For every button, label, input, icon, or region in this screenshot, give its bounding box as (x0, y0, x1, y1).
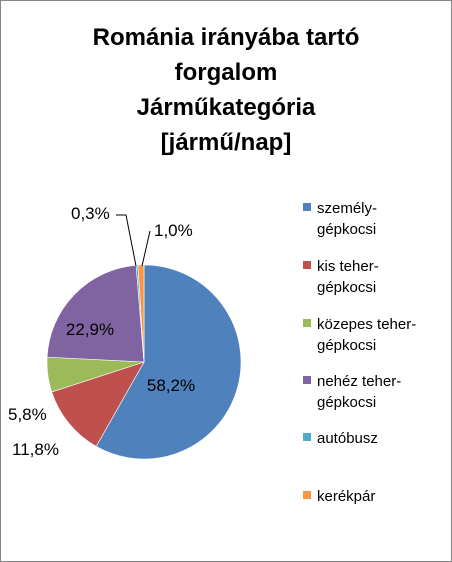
legend-swatch-2 (303, 319, 311, 327)
pie-slice-0 (95, 264, 242, 460)
chart-title-line-1: Románia irányába tartó (92, 24, 360, 51)
chart-title: Románia irányába tartó forgalom Járműkat… (0, 20, 452, 160)
slice-label-0: 58,2% (147, 376, 195, 395)
legend-swatch-4 (303, 433, 311, 441)
pie-slice-5 (137, 264, 145, 363)
pie-slice-1 (51, 361, 145, 447)
slice-label-5: 1,0% (154, 221, 193, 240)
slice-label-2: 5,8% (8, 405, 47, 424)
legend-label-1-0: kis teher- (317, 258, 379, 275)
slice-label-4: 0,3% (71, 204, 110, 223)
legend-swatch-3 (303, 376, 311, 384)
legend-swatch-0 (303, 203, 311, 211)
legend-swatch-1 (303, 261, 311, 269)
legend-label-5-0: kerékpár (317, 488, 375, 505)
legend-label-0-0: személy- (317, 200, 377, 217)
leader-line-5 (141, 230, 151, 267)
leader-line-4 (116, 214, 137, 267)
legend-label-1-1: gépkocsi (317, 279, 376, 296)
legend-swatch-5 (303, 491, 311, 499)
slice-label-1: 11,8% (12, 440, 59, 459)
legend-label-4-0: autóbusz (317, 430, 378, 447)
chart-title-line-2: forgalom (174, 59, 278, 86)
chart-title-line-4: [jármű/nap] (160, 129, 292, 156)
legend-label-0-1: gépkocsi (317, 221, 376, 238)
legend-label-3-0: nehéz teher- (317, 373, 401, 390)
legend-label-3-1: gépkocsi (317, 394, 376, 411)
chart-title-line-3: Járműkategória (136, 94, 316, 121)
legend-label-2-1: gépkocsi (317, 337, 376, 354)
slice-label-3: 22,9% (66, 320, 114, 339)
legend-label-2-0: közepes teher- (317, 316, 416, 333)
pie-slice-3 (46, 264, 145, 363)
